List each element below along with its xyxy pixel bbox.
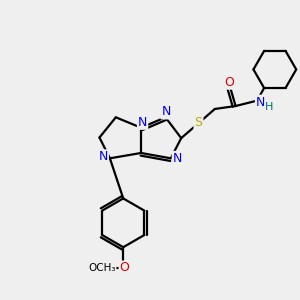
Text: N: N — [173, 152, 182, 165]
Text: H: H — [265, 102, 274, 112]
Text: N: N — [161, 106, 171, 118]
Text: O: O — [119, 262, 129, 275]
Text: S: S — [194, 116, 202, 129]
Text: N: N — [256, 96, 265, 109]
Text: OCH₃: OCH₃ — [88, 263, 116, 273]
Text: O: O — [225, 76, 235, 89]
Text: N: N — [138, 116, 147, 129]
Text: N: N — [99, 150, 108, 163]
